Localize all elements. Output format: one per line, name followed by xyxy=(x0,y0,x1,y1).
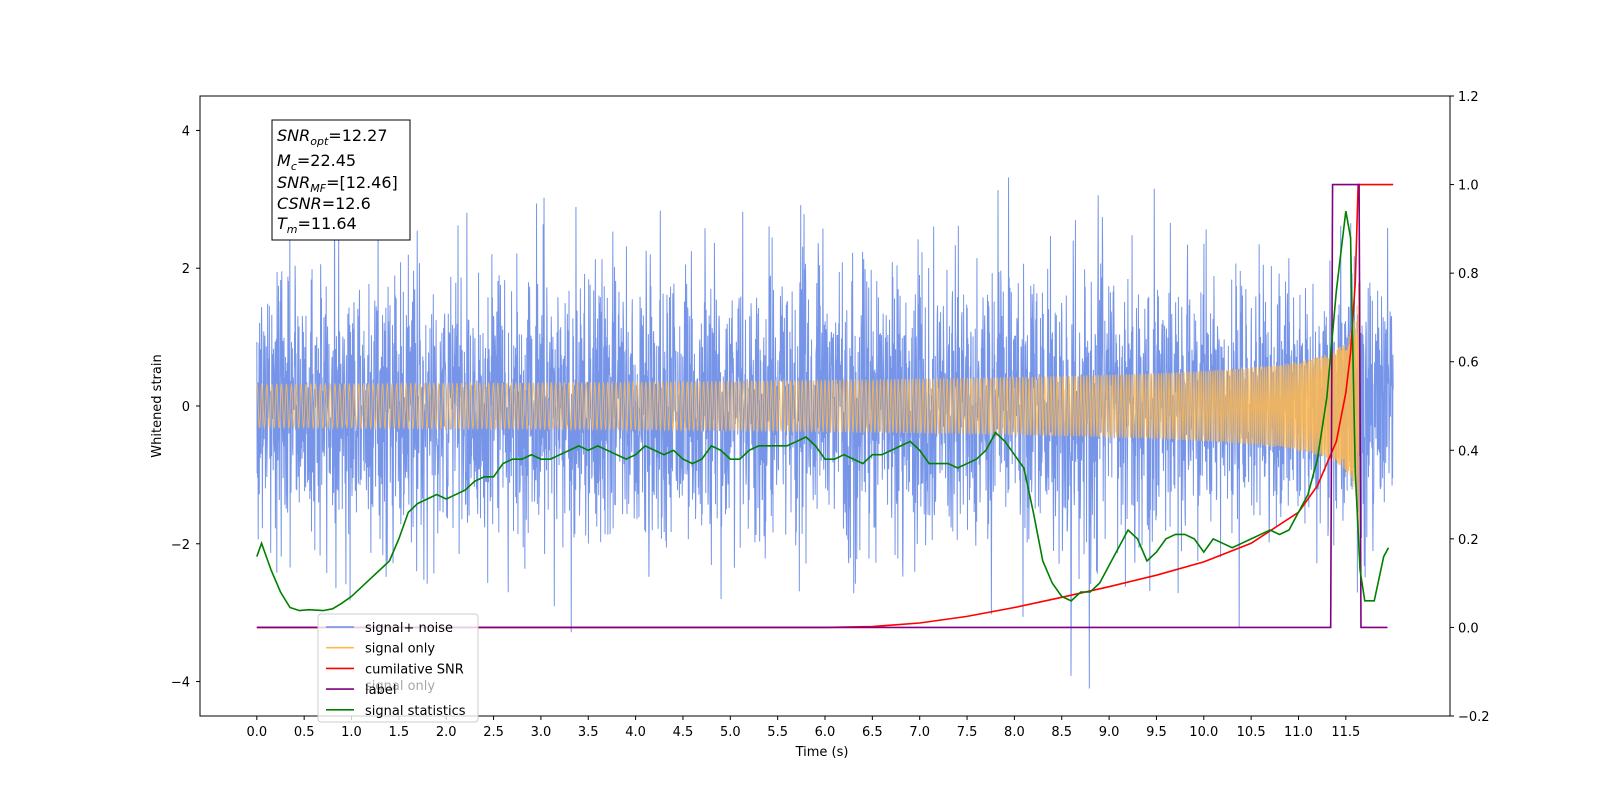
x-tick-label: 4.0 xyxy=(625,725,646,740)
x-tick-label: 6.5 xyxy=(862,725,883,740)
x-tick-label: 5.0 xyxy=(720,725,741,740)
plot-area xyxy=(256,177,1394,689)
series-signal-only xyxy=(256,283,1360,555)
y-axis-label: Whitened strain xyxy=(150,354,165,457)
x-tick-label: 9.0 xyxy=(1099,725,1120,740)
y-tick-label: −2 xyxy=(171,538,190,553)
legend-label-signal-only: signal only xyxy=(365,642,435,657)
x-tick-label: 3.0 xyxy=(531,725,552,740)
x-tick-label: 1.0 xyxy=(341,725,362,740)
y-tick-label: 0 xyxy=(182,400,190,415)
x-tick-label: 5.5 xyxy=(767,725,788,740)
x-tick-label: 11.5 xyxy=(1331,725,1360,740)
y-axis: −4 −2 0 2 4 xyxy=(171,124,200,691)
y2-tick-label: 0.6 xyxy=(1458,356,1479,371)
x-tick-label: 3.5 xyxy=(578,725,599,740)
legend-label-signal-statistics: signal statistics xyxy=(365,704,466,719)
stats-tm: Tm=11.64 xyxy=(277,214,357,236)
series-label xyxy=(256,183,1388,629)
y2-axis: −0.2 0.0 0.2 0.4 0.6 0.8 1.0 1.2 xyxy=(1450,90,1490,725)
x-tick-label: 10.5 xyxy=(1237,725,1266,740)
series-cumilative-snr xyxy=(256,183,1394,629)
y2-tick-label: 0.4 xyxy=(1458,444,1479,459)
stats-snr-opt: SNRopt=12.27 xyxy=(277,126,388,148)
y2-tick-label: 0.8 xyxy=(1458,267,1479,282)
x-tick-label: 8.5 xyxy=(1051,725,1072,740)
y-tick-label: 4 xyxy=(182,124,190,139)
x-tick-label: 8.0 xyxy=(1004,725,1025,740)
stats-csnr: CSNR=12.6 xyxy=(277,194,371,213)
stats-snr-mf: SNRMF=[12.46] xyxy=(277,173,398,195)
x-tick-label: 4.5 xyxy=(673,725,694,740)
y2-tick-label: 0.0 xyxy=(1458,621,1479,636)
x-tick-label: 2.0 xyxy=(436,725,457,740)
legend-hidden-text: signal only xyxy=(365,679,435,694)
y-tick-label: 2 xyxy=(182,262,190,277)
legend-frame xyxy=(317,613,479,723)
y2-tick-label: 1.2 xyxy=(1458,90,1479,105)
legend: signal only signal+ noise signal only cumi… xyxy=(317,613,479,723)
x-tick-label: 1.5 xyxy=(389,725,410,740)
x-tick-label: 7.0 xyxy=(909,725,930,740)
y2-tick-label: 0.2 xyxy=(1458,533,1479,548)
x-tick-label: 6.0 xyxy=(815,725,836,740)
stats-box-frame xyxy=(271,119,411,241)
x-tick-label: 0.5 xyxy=(294,725,315,740)
legend-label-label: label xyxy=(365,683,396,698)
y-tick-label: −4 xyxy=(171,676,190,691)
y2-tick-label: −0.2 xyxy=(1458,710,1490,725)
stats-mc: Mc=22.45 xyxy=(277,151,356,173)
x-axis-label: Time (s) xyxy=(795,745,849,760)
x-tick-label: 10.0 xyxy=(1189,725,1218,740)
x-tick-label: 2.5 xyxy=(483,725,504,740)
series-signal-statistics xyxy=(256,210,1390,612)
x-tick-label: 7.5 xyxy=(957,725,978,740)
y2-tick-label: 1.0 xyxy=(1458,179,1479,194)
legend-label-cumilative-snr: cumilative SNR xyxy=(365,662,464,677)
x-tick-label: 9.5 xyxy=(1146,725,1167,740)
x-axis: 0.0 0.5 1.0 1.5 2.0 2.5 3.0 3.5 4.0 4.5 5.0 5.5 6.0 6… xyxy=(246,716,1360,740)
x-tick-label: 0.0 xyxy=(246,725,267,740)
legend-label-signal-noise: signal+ noise xyxy=(365,621,453,636)
x-tick-label: 11.0 xyxy=(1284,725,1313,740)
stats-box: SNRopt=12.27 Mc=22.45 SNRMF=[12.46] CSNR… xyxy=(271,119,411,241)
